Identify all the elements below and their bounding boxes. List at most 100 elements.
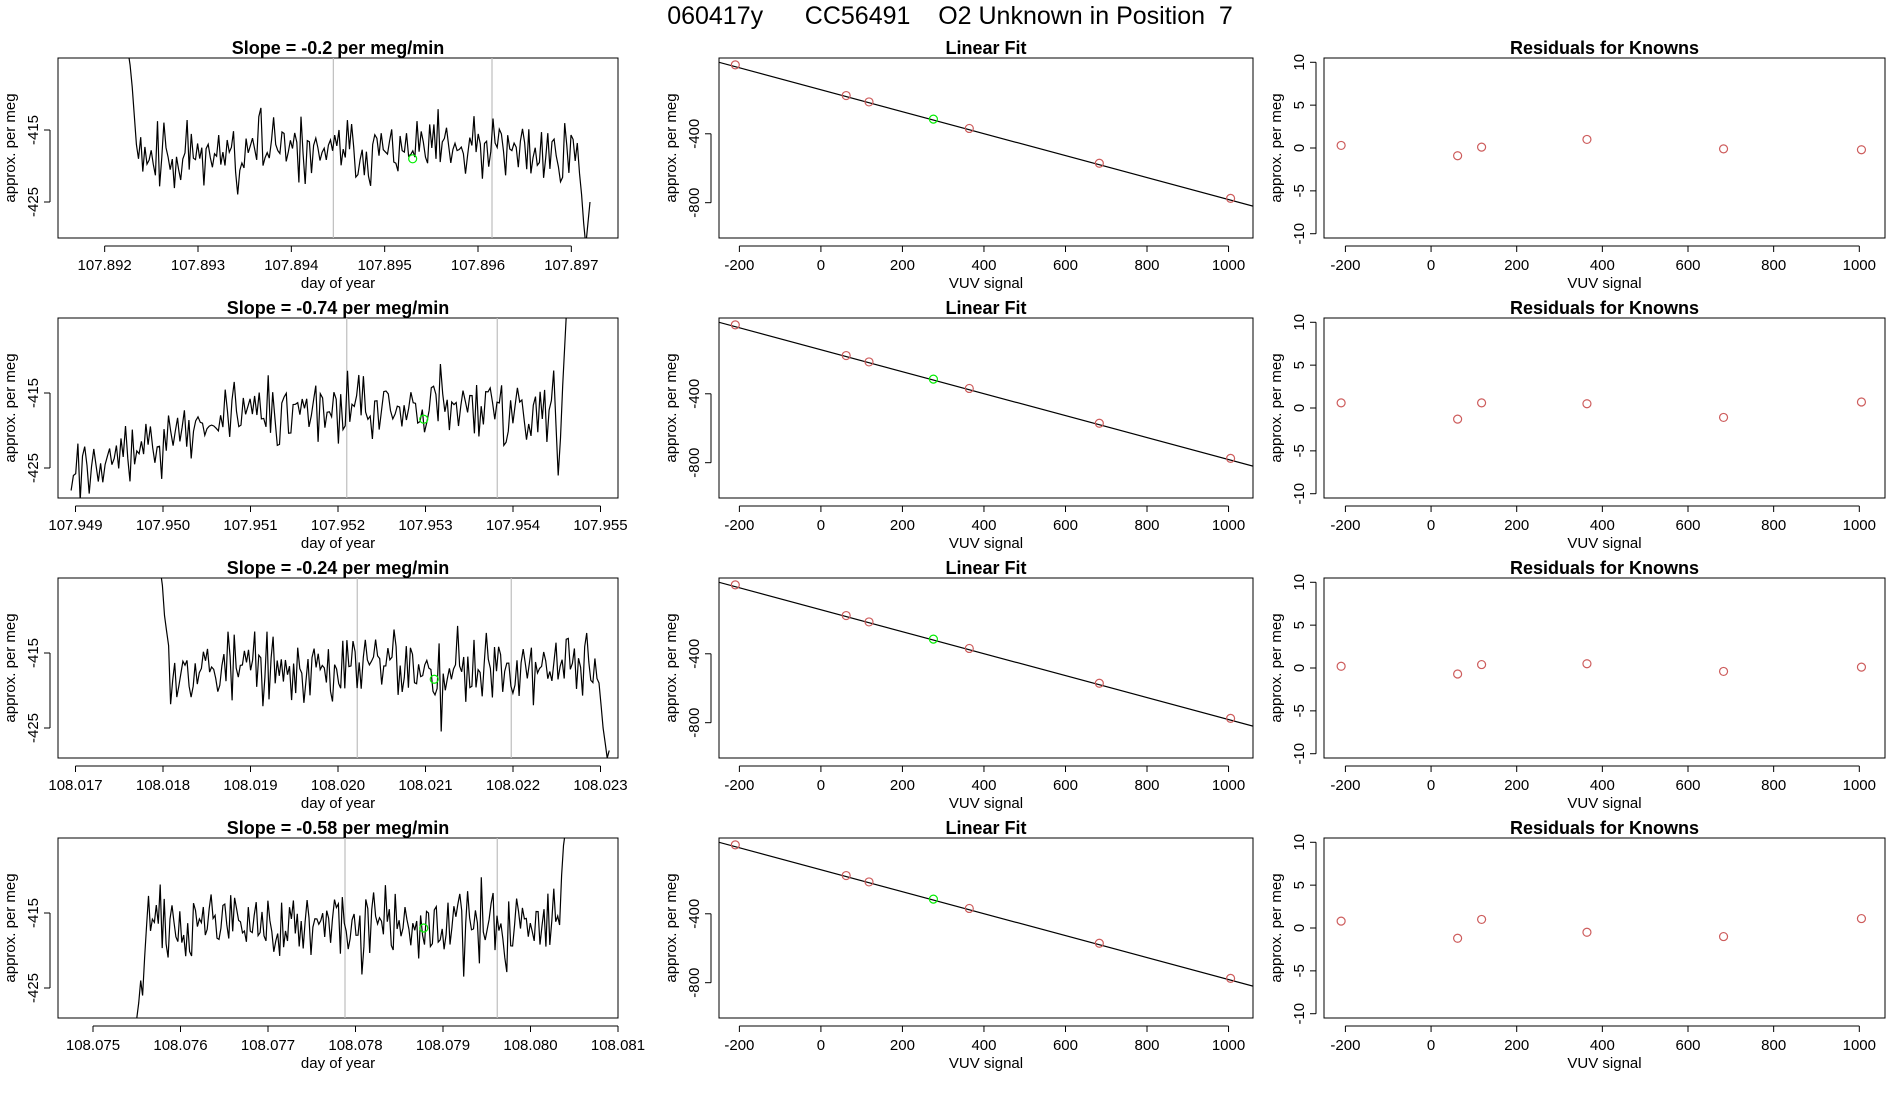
x-tick-label: -200 [1330, 257, 1360, 274]
x-axis-label: day of year [301, 275, 375, 292]
unknown-marker [419, 414, 429, 424]
y-tick-label: -415 [25, 898, 42, 928]
data-point [1225, 193, 1236, 203]
unknown-marker [928, 634, 939, 644]
x-tick-label: 600 [1675, 1037, 1700, 1054]
data-point [1582, 399, 1592, 409]
y-tick-label: 5 [1291, 621, 1308, 629]
data-point [1476, 914, 1487, 925]
data-point [841, 350, 851, 361]
y-tick-label: 10 [1291, 834, 1308, 851]
x-tick-label: 107.892 [78, 257, 132, 274]
x-tick-label: 0 [1427, 1037, 1435, 1054]
x-tick-label: 108.078 [328, 1037, 382, 1054]
x-tick-label: 1000 [1212, 1037, 1245, 1054]
y-axis-label: approx. per meg [663, 353, 680, 462]
y-axis-label: approx. per meg [663, 873, 680, 982]
y-tick-label: -415 [25, 115, 42, 145]
data-point [1225, 713, 1236, 723]
chart-title: Residuals for Knowns [1510, 38, 1699, 58]
x-tick-label: 1000 [1843, 257, 1876, 274]
chart-title: Residuals for Knowns [1510, 298, 1699, 318]
x-tick-label: 107.949 [48, 517, 102, 534]
data-point [730, 840, 740, 850]
plot-area [1336, 134, 1867, 161]
y-tick-label: 5 [1291, 881, 1308, 889]
x-axis-label: VUV signal [1567, 275, 1641, 292]
chart-title: Slope = -0.2 per meg/min [232, 38, 445, 58]
x-tick-label: 108.018 [136, 777, 190, 794]
x-axis-label: VUV signal [949, 275, 1023, 292]
y-axis-label: approx. per meg [2, 93, 19, 202]
x-tick-label: 800 [1761, 517, 1786, 534]
fit-line [719, 61, 1253, 207]
x-axis-label: VUV signal [949, 1055, 1023, 1072]
data-point [1336, 661, 1346, 671]
x-tick-label: 108.080 [503, 1037, 557, 1054]
plot-area [1336, 397, 1867, 424]
data-point [1718, 931, 1729, 942]
x-tick-label: 0 [1427, 517, 1435, 534]
x-tick-label: 108.017 [48, 777, 102, 794]
y-tick-label: 10 [1291, 314, 1308, 331]
y-axis-label: approx. per meg [663, 93, 680, 202]
x-tick-label: 107.953 [398, 517, 452, 534]
x-tick-label: 800 [1134, 1037, 1159, 1054]
x-tick-label: 200 [890, 777, 915, 794]
data-point [1582, 134, 1592, 145]
x-axis-label: VUV signal [1567, 1055, 1641, 1072]
plot-frame [1323, 837, 1886, 1019]
x-tick-label: 800 [1761, 777, 1786, 794]
data-point [1453, 414, 1463, 424]
data-point [1582, 659, 1592, 669]
data-point [864, 357, 874, 367]
data-point [1094, 418, 1104, 428]
x-axis-label: day of year [301, 535, 375, 552]
y-axis-label: approx. per meg [2, 353, 19, 462]
x-tick-label: 200 [1504, 257, 1529, 274]
plot-area [1336, 913, 1867, 943]
chart-title: Slope = -0.58 per meg/min [227, 818, 450, 838]
y-tick-label: 0 [1291, 664, 1308, 672]
data-point [1094, 158, 1104, 168]
x-tick-label: 1000 [1843, 1037, 1876, 1054]
x-tick-label: 1000 [1843, 517, 1876, 534]
x-tick-label: 400 [971, 257, 996, 274]
data-point [964, 383, 974, 394]
x-tick-label: 107.955 [573, 517, 627, 534]
plot-frame [1323, 317, 1886, 499]
series-line [160, 578, 610, 758]
y-tick-label: -400 [686, 639, 703, 669]
y-tick-label: -10 [1291, 223, 1308, 245]
data-point [964, 643, 974, 654]
y-tick-label: -425 [25, 973, 42, 1003]
y-tick-label: -415 [25, 378, 42, 408]
x-tick-label: 108.081 [591, 1037, 645, 1054]
series-line [70, 318, 567, 498]
y-tick-label: -800 [686, 708, 703, 738]
x-tick-label: 400 [1590, 777, 1615, 794]
x-tick-label: 107.950 [136, 517, 190, 534]
data-point [1718, 666, 1729, 677]
panel-8: Linear Fit -200 0 200 400 600 800 1000 VUV signa… [663, 558, 1254, 812]
x-tick-label: 600 [1053, 1037, 1078, 1054]
x-tick-label: 0 [817, 517, 825, 534]
y-tick-label: 0 [1291, 404, 1308, 412]
x-tick-label: 200 [1504, 777, 1529, 794]
panel-2: Linear Fit -200 0 200 400 600 800 1000 VUV signa… [663, 38, 1254, 292]
data-point [864, 617, 874, 627]
y-axis-label: approx. per meg [1268, 93, 1285, 202]
x-tick-label: 0 [817, 257, 825, 274]
x-tick-label: 108.021 [398, 777, 452, 794]
unknown-marker [928, 114, 939, 124]
plot-area [719, 580, 1253, 727]
x-tick-label: -200 [724, 517, 754, 534]
x-tick-label: 600 [1053, 257, 1078, 274]
panel-10: Slope = -0.58 per meg/min 108.075 108.076 1… [2, 818, 645, 1072]
y-tick-label: 0 [1291, 924, 1308, 932]
data-point [841, 90, 851, 101]
x-tick-label: 108.023 [573, 777, 627, 794]
x-tick-label: 0 [817, 777, 825, 794]
x-tick-label: 400 [1590, 517, 1615, 534]
